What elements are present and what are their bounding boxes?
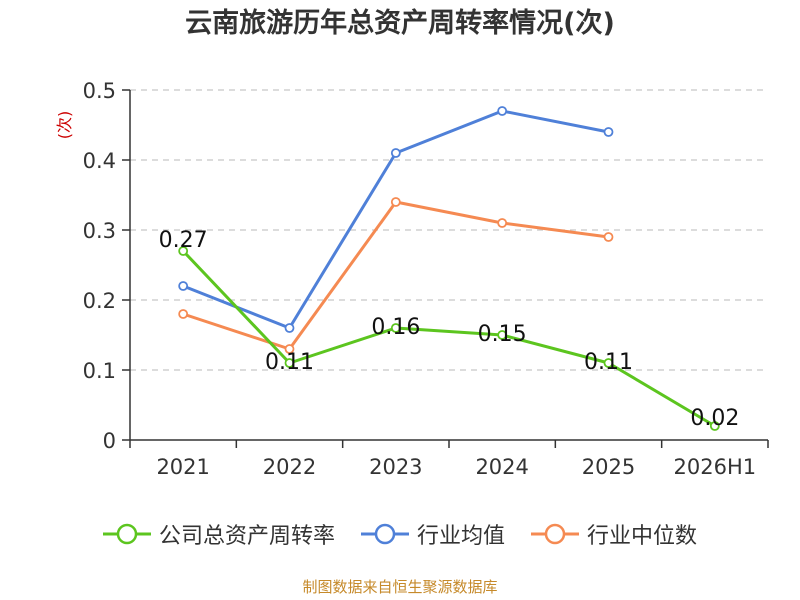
data-label: 0.15 bbox=[478, 322, 527, 347]
legend-item-0[interactable]: 公司总资产周转率 bbox=[102, 518, 335, 550]
data-label: 0.11 bbox=[265, 350, 314, 375]
y-tick-label: 0.1 bbox=[83, 359, 116, 383]
data-point[interactable] bbox=[284, 344, 295, 354]
legend: 公司总资产周转率 行业均值 行业中位数 bbox=[0, 518, 800, 550]
data-point[interactable] bbox=[284, 323, 295, 333]
legend-item-2[interactable]: 行业中位数 bbox=[531, 518, 697, 550]
data-point[interactable] bbox=[603, 127, 614, 137]
data-point[interactable] bbox=[390, 197, 401, 207]
data-point[interactable] bbox=[497, 106, 508, 116]
data-label: 0.11 bbox=[584, 350, 633, 375]
y-tick-label: 0.2 bbox=[83, 289, 116, 313]
legend-label: 行业中位数 bbox=[587, 524, 698, 549]
x-tick-label: 2021 bbox=[156, 455, 209, 479]
x-tick-label: 2022 bbox=[263, 455, 316, 479]
legend-item-1[interactable]: 行业均值 bbox=[360, 518, 505, 550]
series-lines bbox=[178, 106, 720, 431]
series-line-1 bbox=[182, 109, 609, 330]
data-point[interactable] bbox=[497, 330, 508, 340]
legend-label: 行业均值 bbox=[416, 524, 505, 549]
data-point[interactable] bbox=[390, 148, 401, 158]
x-tick-label: 2026H1 bbox=[674, 455, 757, 479]
data-label: 0.16 bbox=[371, 315, 420, 340]
y-tick-label: 0.5 bbox=[83, 79, 116, 103]
data-point[interactable] bbox=[178, 281, 189, 291]
x-tick-label: 2025 bbox=[582, 455, 635, 479]
x-tick-label: 2023 bbox=[369, 455, 422, 479]
data-point[interactable] bbox=[603, 232, 614, 242]
legend-swatch bbox=[360, 523, 409, 545]
series-line-0 bbox=[182, 249, 716, 428]
axes: 0 0.1 0.2 0.3 0.4 0.5 2021 2022 2023 2024 2025 2026… bbox=[83, 79, 769, 479]
y-tick-label: 0.4 bbox=[83, 149, 116, 173]
chart-title: 云南旅游历年总资产周转率情况(次) bbox=[185, 7, 615, 39]
source-footer: 制图数据来自恒生聚源数据库 bbox=[302, 578, 498, 596]
x-tick-label: 2024 bbox=[475, 455, 528, 479]
data-point[interactable] bbox=[284, 358, 295, 368]
legend-swatch bbox=[102, 523, 151, 545]
y-tick-label: 0.3 bbox=[83, 219, 116, 243]
data-point[interactable] bbox=[390, 323, 401, 333]
data-point[interactable] bbox=[178, 309, 189, 319]
grid-lines bbox=[130, 89, 768, 371]
data-label: 0.02 bbox=[690, 406, 739, 431]
data-point[interactable] bbox=[709, 421, 720, 431]
data-point[interactable] bbox=[603, 358, 614, 368]
y-axis-label: (次) bbox=[55, 111, 74, 140]
legend-swatch bbox=[531, 523, 579, 545]
data-labels: 0.27 0.11 0.16 0.15 0.11 0.02 bbox=[159, 228, 740, 431]
y-tick-label: 0 bbox=[103, 429, 116, 453]
legend-label: 公司总资产周转率 bbox=[158, 524, 335, 549]
data-point[interactable] bbox=[497, 218, 508, 228]
data-label: 0.27 bbox=[159, 228, 208, 253]
data-point[interactable] bbox=[178, 246, 189, 256]
